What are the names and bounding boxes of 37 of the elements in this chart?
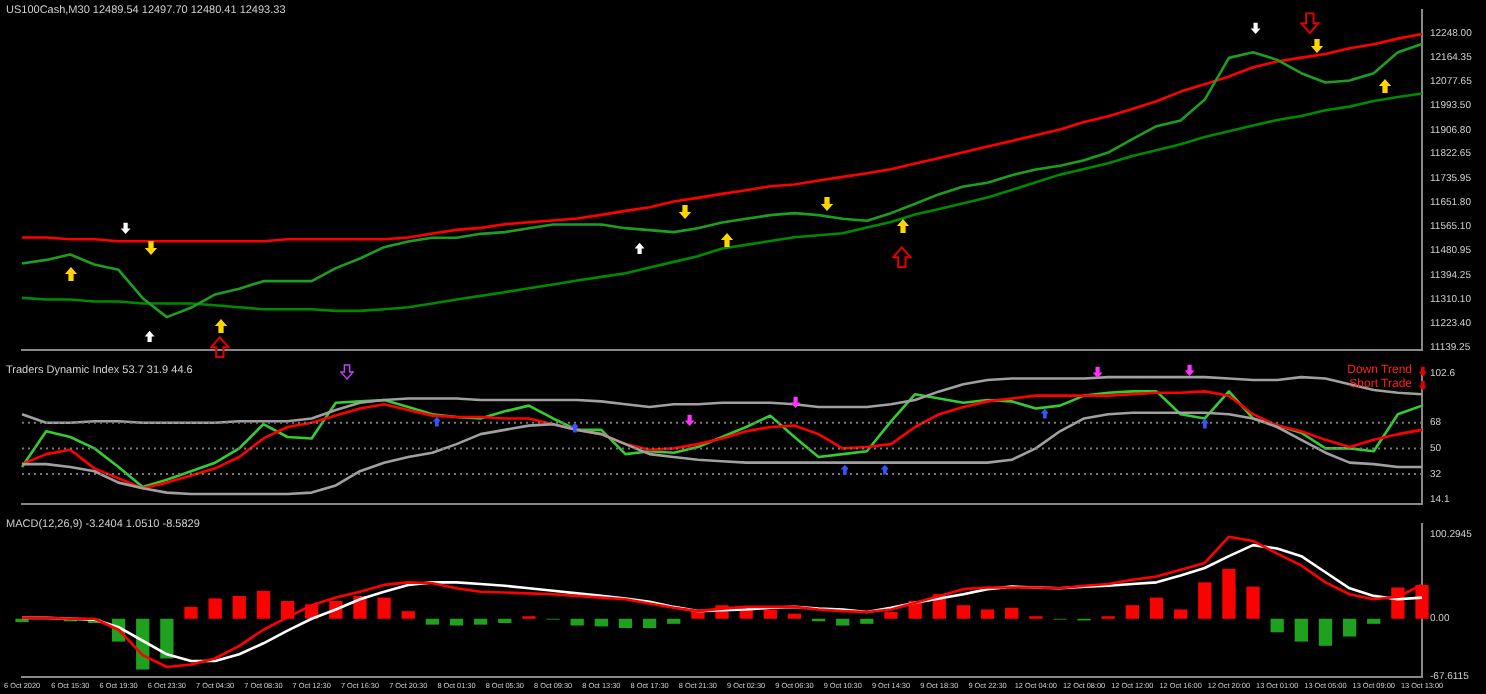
bar bbox=[570, 618, 584, 626]
bar bbox=[787, 613, 802, 619]
bar bbox=[1222, 568, 1236, 619]
bar bbox=[594, 618, 608, 627]
bar bbox=[667, 618, 681, 624]
bar bbox=[425, 618, 440, 625]
bar bbox=[1246, 586, 1260, 619]
bar bbox=[1391, 587, 1405, 619]
bar bbox=[1318, 618, 1333, 646]
bar bbox=[377, 597, 391, 619]
bar bbox=[1125, 605, 1139, 619]
bar bbox=[642, 618, 657, 629]
bar bbox=[401, 611, 415, 619]
bar bbox=[884, 611, 898, 619]
bar bbox=[184, 606, 198, 619]
bar bbox=[449, 618, 464, 626]
bar bbox=[1198, 582, 1212, 619]
bar bbox=[474, 618, 488, 625]
bar bbox=[618, 618, 633, 629]
bar bbox=[763, 609, 777, 619]
bar bbox=[980, 609, 995, 619]
bar bbox=[1173, 609, 1188, 619]
bar bbox=[1270, 618, 1284, 633]
bar bbox=[1342, 618, 1357, 637]
bar bbox=[1367, 618, 1381, 624]
bar bbox=[232, 595, 246, 619]
bar bbox=[160, 618, 174, 659]
bar bbox=[956, 605, 971, 619]
bar bbox=[1005, 607, 1019, 619]
bar bbox=[691, 611, 705, 619]
bar bbox=[208, 598, 222, 619]
bar bbox=[1149, 597, 1164, 619]
bar bbox=[836, 618, 850, 626]
bar bbox=[860, 618, 874, 624]
bar bbox=[256, 590, 271, 619]
bar bbox=[1294, 618, 1308, 642]
bar bbox=[908, 600, 922, 619]
